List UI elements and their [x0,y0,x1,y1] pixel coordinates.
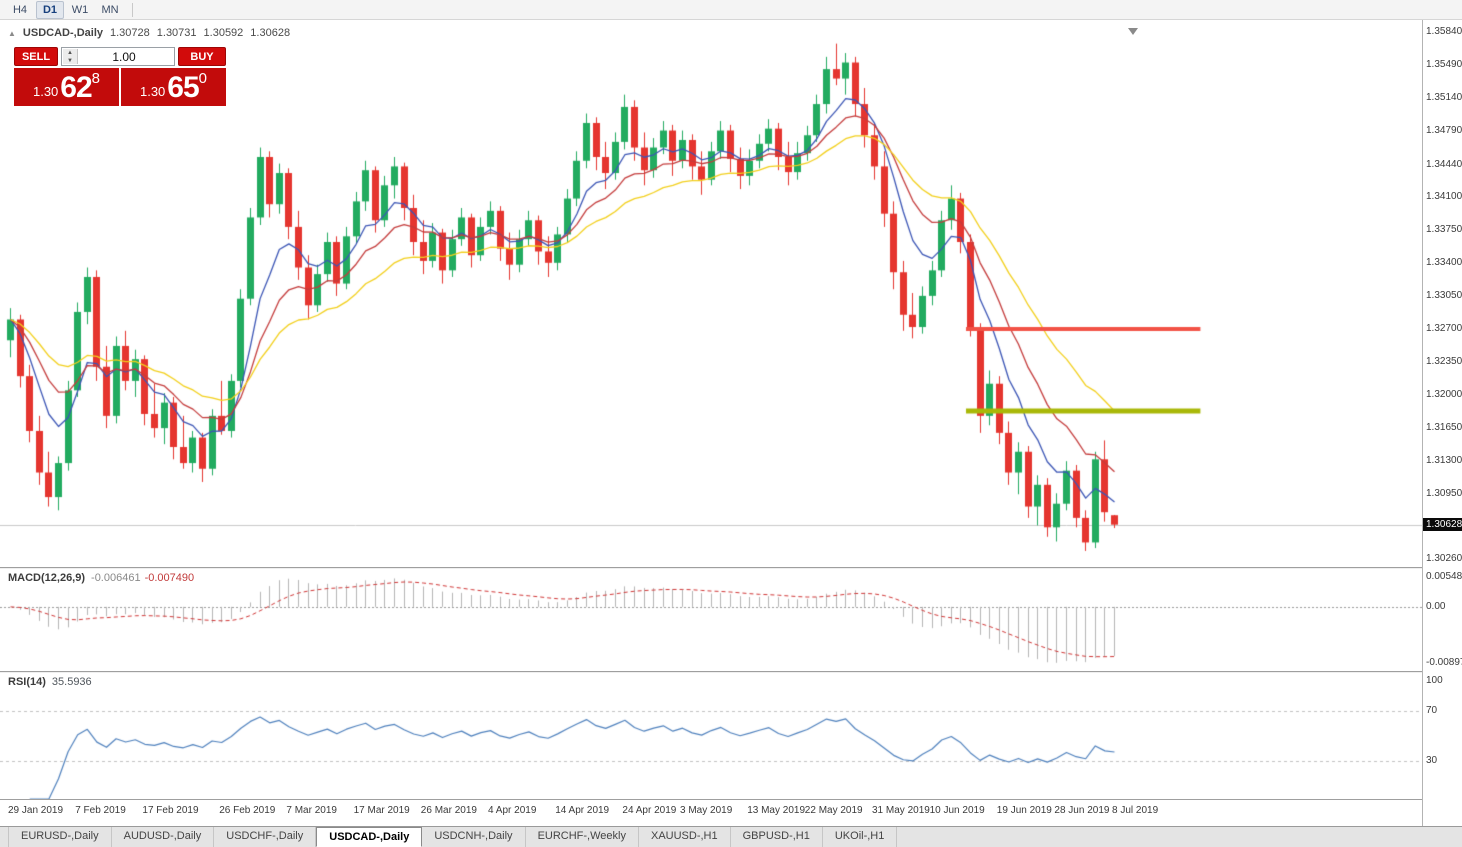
time-axis-label: 26 Feb 2019 [219,805,276,816]
rsi-indicator-label: RSI(14) 35.5936 [8,676,92,688]
price-axis-label: 1.33750 [1426,224,1462,235]
sell-price-pips: 62 [60,71,92,104]
time-axis-label: 24 Apr 2019 [622,805,677,816]
chart-tab-eurchf[interactable]: EURCHF-,Weekly [526,827,639,847]
sell-price-point: 8 [91,70,101,87]
buy-price-prefix: 1.30 [139,84,166,99]
time-axis-label: 31 May 2019 [872,805,930,816]
price-axis-label: 1.32350 [1426,356,1462,367]
chart-tab-gbpusd[interactable]: GBPUSD-,H1 [731,827,823,847]
macd-axis-label: -0.008974 [1426,657,1462,668]
price-axis-label: 1.35490 [1426,59,1462,70]
time-axis-label: 19 Jun 2019 [996,805,1052,816]
buy-price-display[interactable]: 1.30 65 0 [121,68,226,106]
time-axis-label: 7 Feb 2019 [75,805,126,816]
volume-field[interactable]: ▲ ▼ 1.00 [61,47,175,66]
time-axis-label: 17 Feb 2019 [142,805,199,816]
macd-indicator-label: MACD(12,26,9) -0.006461 -0.007490 [8,572,194,584]
time-axis-label: 4 Apr 2019 [488,805,537,816]
time-axis-label: 29 Jan 2019 [8,805,64,816]
ohlc-open: 1.30728 [110,27,150,39]
pane-separator-rsi[interactable] [0,671,1462,672]
rsi-value: 35.5936 [51,676,92,688]
time-axis-label: 14 Apr 2019 [555,805,610,816]
volume-spinner: ▲ ▼ [63,49,78,64]
price-axis-label: 1.31650 [1426,422,1462,433]
timeframe-button-group: H4 D1 W1 MN [6,0,126,19]
chart-symbol-label: USDCAD-,Daily [22,27,103,39]
ohlc-close: 1.30628 [250,27,291,39]
timeframe-toolbar: H4 D1 W1 MN [0,0,1462,20]
price-axis[interactable]: 1.30628 1.35840 1.35490 1.35140 1.34790 1.34… [1422,20,1462,826]
chart-tab-usdcad[interactable]: USDCAD-,Daily [316,827,423,847]
sell-button[interactable]: SELL [14,47,58,66]
one-click-trade-panel: SELL ▲ ▼ 1.00 BUY 1.30 62 8 1.30 [14,47,226,106]
chart-window: ▲ USDCAD-,Daily 1.30728 1.30731 1.30592 … [0,20,1462,826]
pane-separator-macd[interactable] [0,567,1462,568]
timeframe-button-h4[interactable]: H4 [12,3,28,16]
buy-button[interactable]: BUY [178,47,226,66]
current-price-tag: 1.30628 [1423,518,1462,531]
buy-price-point: 0 [198,70,208,87]
price-axis-label: 1.34100 [1426,191,1462,202]
price-axis-label: 1.33050 [1426,290,1462,301]
chart-tab-bar: EURUSD-,Daily AUDUSD-,Daily USDCHF-,Daily U… [0,826,1462,847]
rsi-title: RSI(14) [8,676,46,688]
chart-tab-audusd[interactable]: AUDUSD-,Daily [112,827,215,847]
macd-signal-value: -0.007490 [144,572,195,584]
price-axis-label: 1.34790 [1426,125,1462,136]
time-axis-label: 17 Mar 2019 [353,805,410,816]
price-axis-label: 1.35840 [1426,26,1462,37]
timeframe-button-mn[interactable]: MN [101,3,119,16]
chart-shift-marker[interactable] [1128,28,1138,35]
sell-price-display[interactable]: 1.30 62 8 [14,68,119,106]
chart-tab-xauusd[interactable]: XAUUSD-,H1 [639,827,731,847]
price-axis-label: 1.32700 [1426,323,1462,334]
chart-tab-ukoil[interactable]: UKOil-,H1 [823,827,898,847]
volume-spinner-up-icon[interactable]: ▲ [67,50,73,56]
rsi-axis-label: 30 [1426,755,1438,766]
sell-price-prefix: 1.30 [32,84,59,99]
price-axis-label: 1.34440 [1426,159,1462,170]
rsi-axis-label: 100 [1426,675,1443,686]
chart-tab-usdcnh[interactable]: USDCNH-,Daily [422,827,526,847]
macd-main-value: -0.006461 [91,572,141,584]
macd-title: MACD(12,26,9) [8,572,86,584]
time-axis-label: 8 Jul 2019 [1112,805,1159,816]
price-axis-label: 1.30260 [1426,553,1462,564]
price-axis-label: 1.31300 [1426,455,1462,466]
macd-pane-canvas[interactable] [0,569,1422,671]
chart-header: ▲ USDCAD-,Daily 1.30728 1.30731 1.30592 … [8,27,290,39]
buy-price-pips: 65 [167,71,199,104]
macd-axis-label: 0.00 [1426,601,1446,612]
ohlc-low: 1.30592 [203,27,244,39]
price-axis-label: 1.30950 [1426,488,1462,499]
time-axis-label: 22 May 2019 [804,805,863,816]
timeframe-button-d1[interactable]: D1 [36,0,64,19]
time-axis-label: 3 May 2019 [680,805,733,816]
rsi-pane-canvas[interactable] [0,673,1422,799]
price-axis-label: 1.32000 [1426,389,1462,400]
chart-tab-eurusd[interactable]: EURUSD-,Daily [8,827,112,847]
price-axis-label: 1.33400 [1426,257,1462,268]
chart-tab-usdchf[interactable]: USDCHF-,Daily [214,827,317,847]
time-axis-label: 26 Mar 2019 [420,805,477,816]
time-axis-label: 10 Jun 2019 [929,805,985,816]
price-axis-label: 1.35140 [1426,92,1462,103]
collapse-trade-panel-icon[interactable]: ▲ [8,28,16,38]
ohlc-high: 1.30731 [156,27,197,39]
pane-separator-timeaxis [0,799,1462,800]
price-chart-canvas[interactable] [0,20,1422,567]
macd-axis-label: 0.005484 [1426,571,1462,582]
timeframe-button-w1[interactable]: W1 [71,3,89,16]
rsi-axis-label: 70 [1426,705,1438,716]
time-axis-label: 7 Mar 2019 [286,805,337,816]
time-axis-label: 13 May 2019 [747,805,806,816]
volume-spinner-down-icon[interactable]: ▼ [67,58,73,64]
time-axis-label: 28 Jun 2019 [1054,805,1110,816]
time-axis[interactable]: 29 Jan 2019 7 Feb 2019 17 Feb 2019 26 Feb 2… [0,800,1422,826]
toolbar-divider [132,2,133,17]
volume-value[interactable]: 1.00 [112,49,136,64]
